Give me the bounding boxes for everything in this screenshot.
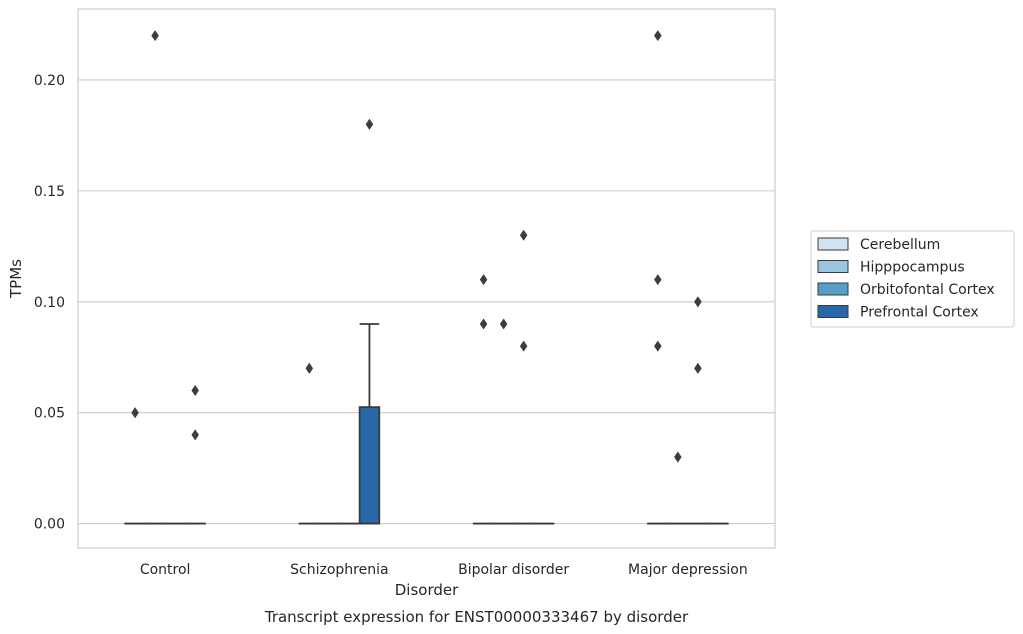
y-tick-label: 0.15 [34, 184, 65, 200]
outlier-point [151, 30, 159, 42]
outlier-point [479, 274, 488, 286]
outlier-point [191, 384, 199, 397]
outlier-point [519, 229, 528, 241]
legend-frame [810, 230, 1015, 328]
outlier-point [654, 30, 662, 42]
outlier-point [694, 362, 702, 374]
legend-label: Prefrontal Cortex [860, 305, 979, 321]
outlier-point [365, 118, 374, 130]
box-iqr [358, 406, 381, 525]
legend-item: Hipppocampus [817, 260, 965, 276]
outliers [131, 30, 702, 463]
legend-swatch [817, 237, 849, 251]
x-tick-label: Control [140, 562, 191, 578]
y-tick-label: 0.10 [34, 295, 65, 311]
x-axis-title: Disorder [395, 581, 459, 599]
legend-item: Orbitofontal Cortex [817, 282, 995, 298]
box-prefrontal-cortex [358, 323, 381, 525]
legend-item: Prefrontal Cortex [817, 305, 979, 321]
x-tick-labels: Control Schizophrenia Bipolar disorder Majo… [140, 562, 748, 578]
y-tick-label: 0.20 [34, 73, 65, 89]
outlier-point [674, 451, 682, 463]
outlier-point [191, 429, 199, 441]
x-tick-label: Major depression [628, 562, 748, 578]
y-axis-title: TPMs [7, 259, 25, 299]
legend-swatch [817, 305, 849, 318]
x-tick-label: Bipolar disorder [458, 562, 569, 578]
outlier-point [499, 318, 508, 330]
outlier-point [654, 340, 662, 352]
grid-lines [78, 79, 775, 525]
y-tick-label: 0.00 [34, 517, 65, 533]
y-tick-labels: 0.00 0.05 0.10 0.15 0.20 [34, 73, 65, 533]
outlier-point [694, 296, 702, 308]
outlier-point [519, 340, 528, 352]
outlier-point [479, 318, 488, 330]
legend-label: Cerebellum [860, 237, 940, 253]
outlier-point [654, 274, 662, 286]
plot-area-frame [77, 8, 776, 549]
boxes [124, 323, 729, 525]
chart-caption: Transcript expression for ENST0000033346… [264, 608, 689, 626]
outlier-point [131, 407, 139, 419]
x-tick-label: Schizophrenia [290, 562, 388, 578]
legend-label: Hipppocampus [860, 260, 965, 276]
legend: Cerebellum Hipppocampus Orbitofontal Corte… [810, 230, 1015, 328]
outlier-point [305, 362, 314, 374]
legend-swatch [817, 282, 849, 296]
legend-label: Orbitofontal Cortex [860, 282, 995, 298]
legend-swatch [817, 260, 849, 273]
legend-item: Cerebellum [817, 237, 940, 253]
y-tick-label: 0.05 [34, 406, 65, 422]
